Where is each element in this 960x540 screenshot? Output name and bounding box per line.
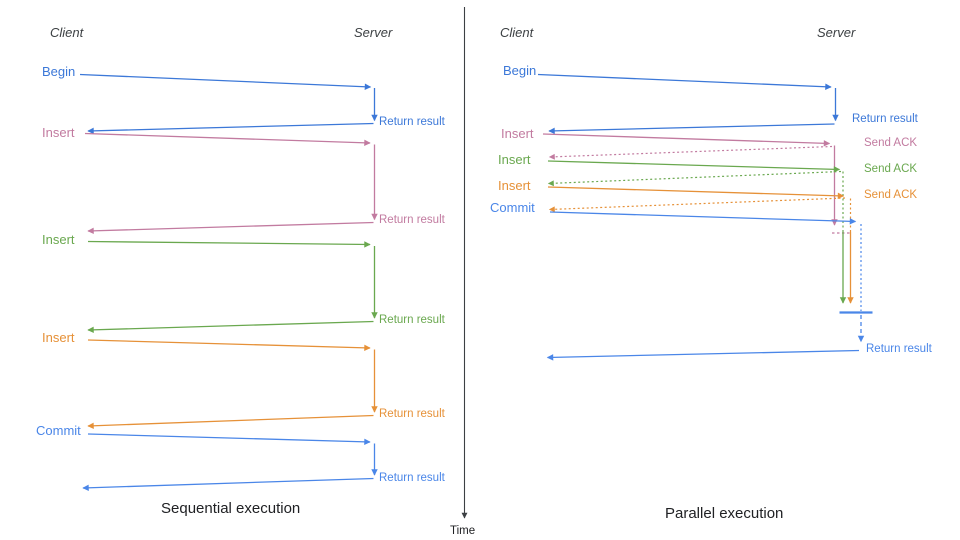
seq-insert3-request-arrow xyxy=(87,339,371,352)
seq-insert1-request-arrow xyxy=(84,132,371,147)
seq-insert1-response-label: Return result xyxy=(379,214,445,226)
par-client-header: Client xyxy=(500,25,534,40)
seq-insert1-return-arrow xyxy=(87,221,374,235)
seq-insert1-label: Insert xyxy=(42,125,75,140)
par-insert1-ack-dotted-arrow xyxy=(548,145,833,160)
seq-begin-request-arrow xyxy=(79,73,372,90)
par-insert2-ack-label: Send ACK xyxy=(864,163,918,175)
par-commit-request-arrow xyxy=(549,211,857,225)
seq-begin-response-label: Return result xyxy=(379,116,445,128)
par-begin-request-arrow xyxy=(537,73,832,90)
seq-insert3-label: Insert xyxy=(42,330,75,345)
seq-commit-request-arrow xyxy=(87,433,371,446)
seq-insert2-request-arrow xyxy=(87,240,371,248)
par-insert1-request-arrow xyxy=(542,133,831,147)
seq-insert3-response-label: Return result xyxy=(379,408,445,420)
parallel-title: Parallel execution xyxy=(665,505,784,522)
par-commit-label: Commit xyxy=(490,200,535,215)
seq-insert2-label: Insert xyxy=(42,232,75,247)
seq-begin-return-arrow xyxy=(87,122,374,135)
seq-insert2-return-arrow xyxy=(87,320,374,334)
par-begin-label: Begin xyxy=(503,63,537,78)
par-insert3-ack-dotted-arrow xyxy=(548,197,846,213)
seq-begin-label: Begin xyxy=(42,64,76,79)
seq-client-header: Client xyxy=(50,25,84,40)
par-final-response-label: Return result xyxy=(866,343,932,355)
par-insert2-ack-dotted-arrow xyxy=(547,170,842,187)
par-server-header: Server xyxy=(817,25,856,40)
seq-insert2-response-label: Return result xyxy=(379,314,445,326)
seq-insert3-return-arrow xyxy=(87,414,374,430)
par-begin-return-arrow xyxy=(548,123,835,135)
par-insert1-ack-label: Send ACK xyxy=(864,137,918,149)
par-insert3-label: Insert xyxy=(498,178,531,193)
seq-commit-label: Commit xyxy=(36,423,81,438)
par-insert3-ack-label: Send ACK xyxy=(864,189,918,201)
par-insert1-label: Insert xyxy=(501,126,534,141)
par-begin-response-label: Return result xyxy=(852,113,918,125)
seq-commit-return-arrow xyxy=(82,477,374,492)
par-final-return-arrow xyxy=(546,349,860,361)
par-insert2-request-arrow xyxy=(547,160,841,173)
seq-commit-response-label: Return result xyxy=(379,472,445,484)
par-insert2-label: Insert xyxy=(498,152,531,167)
seq-server-header: Server xyxy=(354,25,393,40)
par-insert3-request-arrow xyxy=(547,186,845,200)
time-axis-label: Time xyxy=(450,525,476,537)
sequential-title: Sequential execution xyxy=(161,500,301,517)
